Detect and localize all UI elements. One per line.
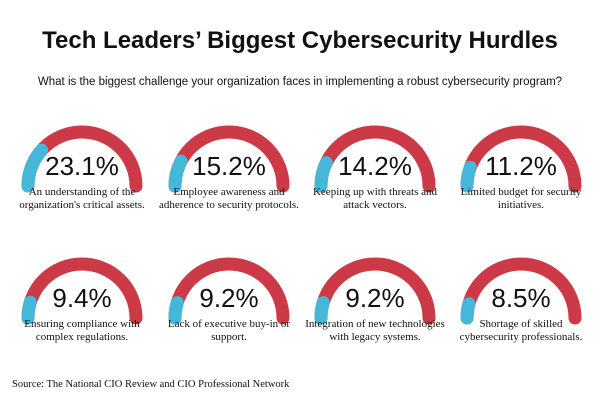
gauge-label: Integration of new technologies with leg… bbox=[305, 318, 445, 343]
gauge-track bbox=[460, 257, 582, 325]
gauge-3: 14.2% Keeping up with threats and attack … bbox=[305, 118, 445, 248]
gauge-arc bbox=[460, 257, 582, 325]
gauge-fill bbox=[314, 296, 330, 325]
gauge-value: 9.4% bbox=[52, 283, 112, 313]
gauge-arc bbox=[314, 125, 436, 193]
gauge-arc bbox=[21, 125, 143, 193]
gauge-arc bbox=[460, 125, 582, 193]
gauge-fill bbox=[314, 156, 333, 193]
gauge-fill bbox=[168, 296, 184, 325]
gauge-value: 9.2% bbox=[345, 283, 405, 313]
gauge-1: 23.1% An understanding of the organizatio… bbox=[12, 118, 152, 248]
gauge-label: Limited budget for security initiatives. bbox=[460, 186, 582, 211]
gauge-track bbox=[314, 257, 436, 325]
gauge-fill bbox=[21, 295, 37, 325]
gauge-track bbox=[21, 257, 143, 325]
gauge-fill bbox=[460, 297, 476, 325]
gauge-label: An understanding of the organization's c… bbox=[19, 186, 145, 211]
gauge-arc bbox=[314, 257, 436, 325]
gauge-label: Employee awareness and adherence to secu… bbox=[159, 186, 299, 211]
gauge-fill bbox=[21, 143, 49, 193]
gauge-value: 9.2% bbox=[199, 283, 259, 313]
chart-subtitle: What is the biggest challenge your organ… bbox=[37, 76, 563, 88]
gauge-value: 11.2% bbox=[485, 151, 557, 181]
gauge-label: Lack of executive buy-in or support. bbox=[167, 318, 291, 343]
gauge-arc bbox=[21, 257, 143, 325]
gauge-fill bbox=[460, 160, 477, 193]
gauge-6: 9.2% Lack of executive buy-in or support. bbox=[159, 250, 299, 380]
gauge-fill bbox=[168, 154, 188, 193]
source-note: Source: The National CIO Review and CIO … bbox=[12, 379, 290, 390]
gauge-arc bbox=[168, 257, 290, 325]
gauge-label: Keeping up with threats and attack vecto… bbox=[312, 186, 438, 211]
chart-title: Tech Leaders’ Biggest Cybersecurity Hurd… bbox=[42, 27, 558, 54]
gauge-8: 8.5% Shortage of skilled cybersecurity pr… bbox=[451, 250, 591, 380]
gauge-track bbox=[168, 257, 290, 325]
gauge-value: 14.2% bbox=[338, 151, 412, 181]
gauge-value: 23.1% bbox=[45, 151, 119, 181]
gauge-value: 8.5% bbox=[491, 283, 551, 313]
gauge-5: 9.4% Ensuring compliance with complex reg… bbox=[12, 250, 152, 380]
gauge-2: 15.2% Employee awareness and adherence to… bbox=[159, 118, 299, 248]
gauge-arc bbox=[168, 125, 290, 193]
gauge-value: 15.2% bbox=[192, 151, 266, 181]
gauge-label: Ensuring compliance with complex regulat… bbox=[24, 318, 140, 343]
gauge-7: 9.2% Integration of new technologies with… bbox=[305, 250, 445, 380]
gauge-4: 11.2% Limited budget for security initiat… bbox=[451, 118, 591, 248]
gauge-label: Shortage of skilled cybersecurity profes… bbox=[459, 318, 583, 343]
